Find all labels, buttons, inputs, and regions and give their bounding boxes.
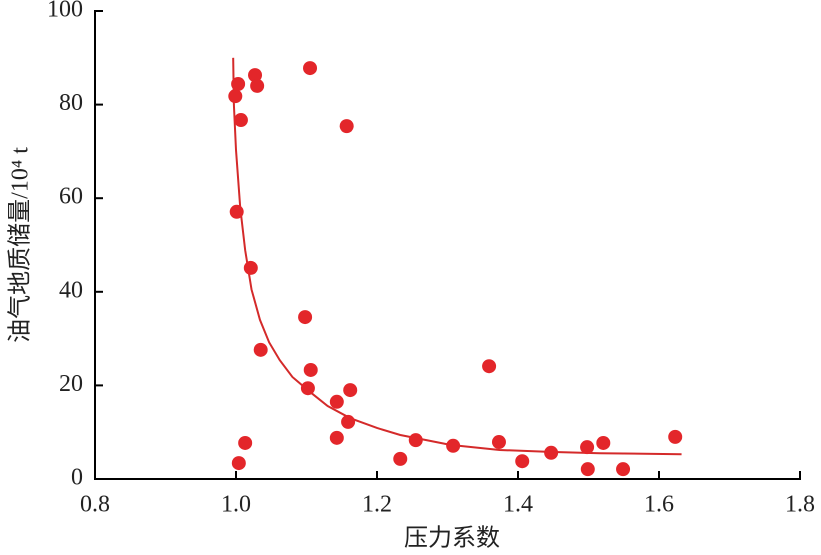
data-point xyxy=(339,119,354,134)
x-axis-label: 压力系数 xyxy=(404,525,500,552)
data-point xyxy=(341,414,356,429)
data-point xyxy=(408,433,423,448)
data-point xyxy=(228,89,243,104)
data-point xyxy=(231,77,246,92)
y-tick-label: 100 xyxy=(47,0,83,23)
data-point xyxy=(668,429,683,444)
data-point xyxy=(544,445,559,460)
x-tick-label: 1.4 xyxy=(503,492,533,518)
data-point xyxy=(491,435,506,450)
data-point xyxy=(482,359,497,374)
data-point xyxy=(303,362,318,377)
data-point xyxy=(248,68,263,83)
data-point xyxy=(298,310,313,325)
x-tick-label: 0.8 xyxy=(80,492,110,518)
y-tick-label: 60 xyxy=(59,184,83,210)
data-point xyxy=(343,383,358,398)
data-point xyxy=(329,430,344,445)
y-axis-label: 油气地质储量/10⁴ t xyxy=(7,147,34,343)
data-point xyxy=(580,462,595,477)
data-point xyxy=(300,381,315,396)
fit-curve xyxy=(232,57,682,456)
data-point xyxy=(229,204,244,219)
data-point xyxy=(250,78,265,93)
data-point xyxy=(253,342,268,357)
data-point xyxy=(580,440,595,455)
data-point xyxy=(243,260,258,275)
data-point xyxy=(238,435,253,450)
data-point xyxy=(393,451,408,466)
y-tick-label: 20 xyxy=(59,371,83,397)
data-point xyxy=(596,435,611,450)
y-tick-label: 40 xyxy=(59,277,83,303)
data-point xyxy=(329,394,344,409)
x-tick-label: 1.0 xyxy=(221,492,251,518)
data-point xyxy=(616,462,631,477)
data-point xyxy=(231,456,246,471)
data-point xyxy=(233,113,248,128)
data-point xyxy=(515,454,530,469)
x-tick-label: 1.2 xyxy=(362,492,392,518)
data-point xyxy=(446,438,461,453)
y-tick-label: 0 xyxy=(71,465,83,491)
y-tick-label: 80 xyxy=(59,90,83,116)
x-tick-label: 1.8 xyxy=(785,492,815,518)
data-point xyxy=(303,61,318,76)
x-tick-label: 1.6 xyxy=(644,492,674,518)
